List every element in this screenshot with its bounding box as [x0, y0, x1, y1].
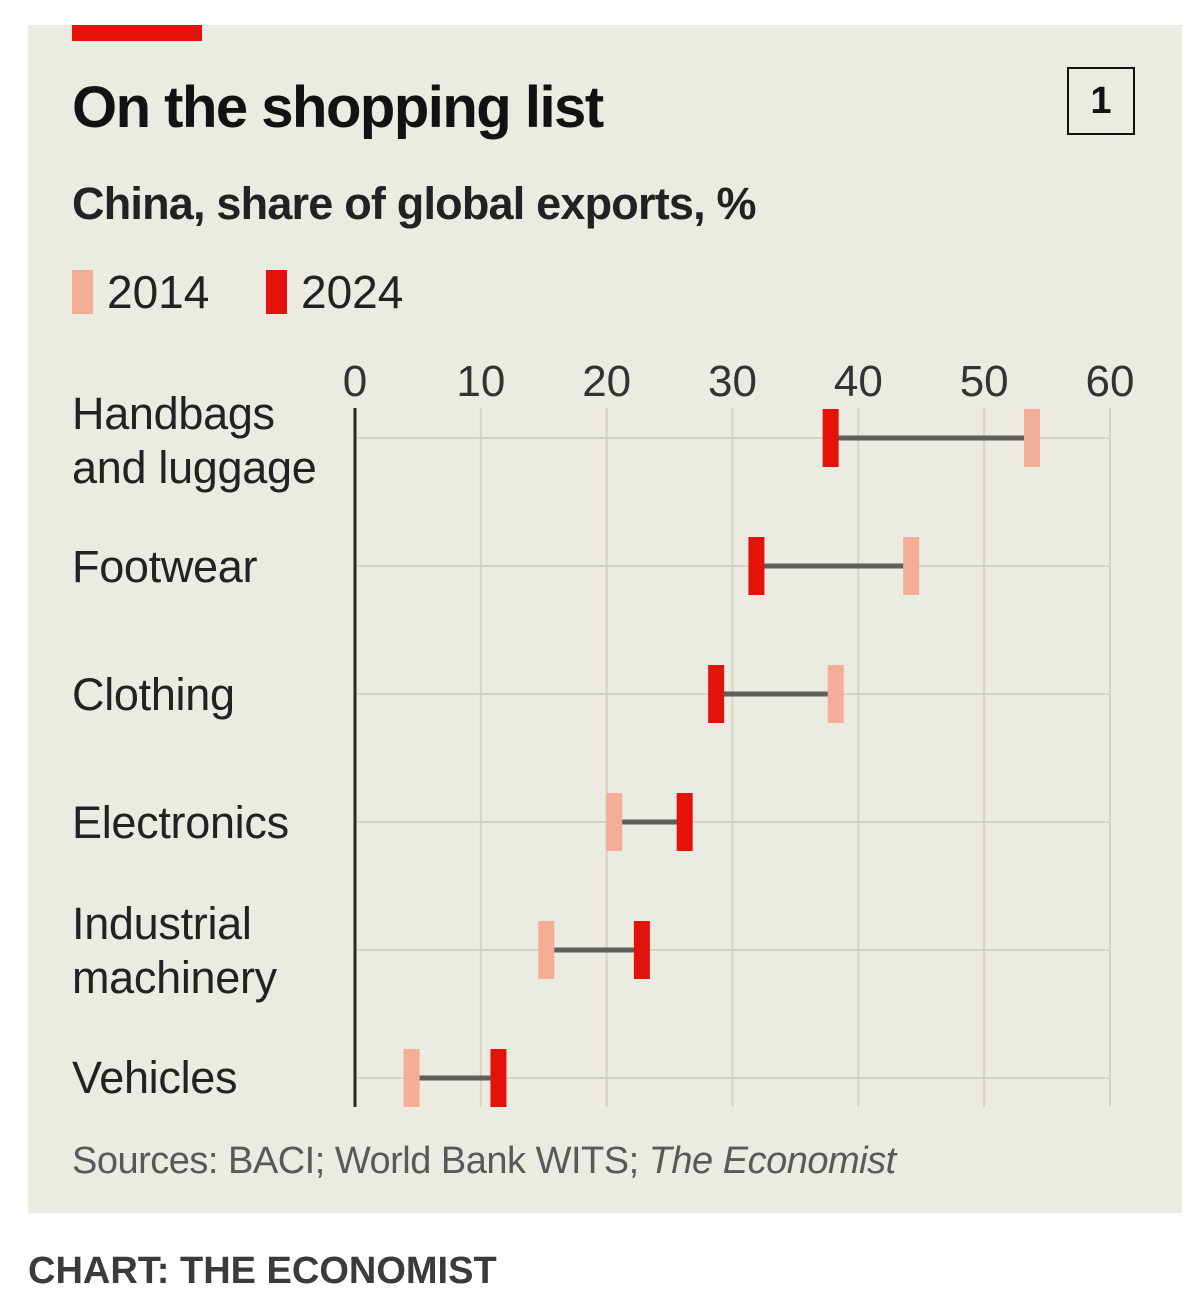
brand-red-tab — [72, 25, 202, 41]
x-tick-label-30: 30 — [708, 357, 757, 406]
marker-2014-row-4 — [538, 921, 555, 979]
legend-item-2014: 2014 — [72, 266, 209, 318]
x-tick-label-0: 0 — [343, 357, 367, 406]
marker-2024-row-4 — [633, 921, 650, 979]
x-tick-label-10: 10 — [456, 357, 505, 406]
marker-2024-row-1 — [748, 537, 765, 595]
category-label-electronics: Electronics — [72, 797, 289, 848]
marker-2014-row-5 — [403, 1049, 420, 1107]
marker-2014-row-0 — [1023, 409, 1040, 467]
marker-2014-row-3 — [606, 793, 623, 851]
legend-swatch-2024 — [266, 270, 287, 314]
marker-2024-row-3 — [676, 793, 693, 851]
chart-panel — [28, 25, 1182, 1213]
category-label-vehicles: Vehicles — [72, 1052, 238, 1103]
category-label-clothing: Clothing — [72, 669, 235, 720]
chart-credit: CHART: THE ECONOMIST — [28, 1250, 497, 1292]
category-label-industrial-machinery: Industrial machinery — [72, 898, 277, 1003]
source-italic: The Economist — [648, 1140, 896, 1182]
chart-subtitle: China, share of global exports, % — [72, 178, 757, 229]
marker-2024-row-5 — [490, 1049, 507, 1107]
marker-2024-row-2 — [708, 665, 725, 723]
x-tick-label-40: 40 — [834, 357, 883, 406]
legend-swatch-2014 — [72, 270, 93, 314]
marker-2024-row-0 — [822, 409, 839, 467]
legend-item-2024: 2024 — [266, 266, 403, 318]
legend-label-2024: 2024 — [301, 266, 404, 318]
chart-number-badge: 1 — [1067, 67, 1135, 135]
chart-title: On the shopping list — [72, 75, 604, 140]
category-label-footwear: Footwear — [72, 541, 258, 592]
source-note: Sources: BACI; World Bank WITS; The Econ… — [72, 1140, 896, 1183]
category-label-handbags: Handbags and luggage — [72, 388, 317, 493]
marker-2014-row-2 — [827, 665, 844, 723]
x-tick-label-60: 60 — [1086, 357, 1135, 406]
x-tick-label-20: 20 — [582, 357, 631, 406]
x-tick-label-50: 50 — [960, 357, 1009, 406]
source-prefix: Sources: BACI; World Bank WITS; — [72, 1140, 649, 1182]
marker-2014-row-1 — [903, 537, 920, 595]
legend-label-2014: 2014 — [107, 266, 210, 318]
